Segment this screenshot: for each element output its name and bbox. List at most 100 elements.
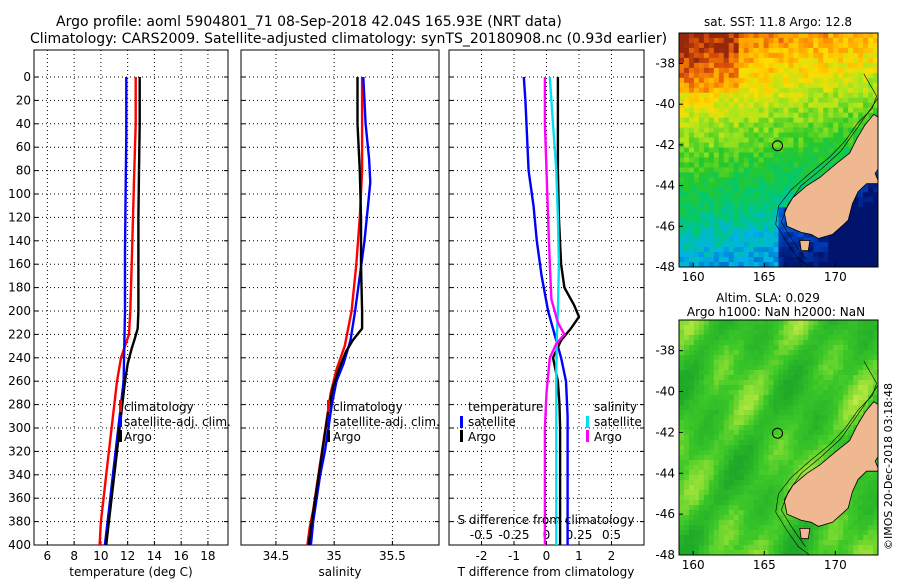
map-cell (788, 550, 795, 555)
map-cell (679, 395, 685, 401)
map-cell (808, 252, 814, 258)
map-cell (718, 425, 725, 431)
map-cell (868, 320, 874, 326)
map-cell (713, 57, 720, 64)
map-cell (868, 375, 874, 381)
map-cell (708, 440, 715, 446)
map-cell (873, 217, 878, 223)
map-cell (853, 510, 859, 516)
map-cell (778, 430, 785, 436)
map-cell (858, 500, 864, 506)
map-cell (728, 52, 735, 59)
map-cell (828, 57, 834, 64)
map-cell (683, 515, 690, 521)
map-cell (783, 430, 790, 436)
map-cell (733, 375, 740, 381)
map-cell (808, 545, 814, 551)
map-cell (828, 237, 834, 243)
map-cell (763, 82, 770, 89)
map-cell (853, 262, 859, 267)
map-cell (873, 33, 878, 39)
map-cell (838, 82, 844, 89)
map-cell (753, 390, 760, 396)
map-cell (798, 545, 804, 551)
map-cell (753, 400, 760, 406)
map-cell (718, 87, 725, 94)
map-cell (808, 395, 814, 401)
map-cell (868, 72, 874, 79)
map-cell (708, 67, 715, 74)
map-cell (703, 212, 710, 218)
map-cell (793, 52, 799, 59)
map-cell (773, 262, 780, 267)
map-cell (853, 257, 859, 263)
map-cell (853, 57, 859, 64)
map-cell (743, 177, 750, 183)
map-cell (763, 132, 770, 139)
map-cell (838, 435, 844, 441)
map-cell (753, 495, 760, 501)
map-cell (738, 127, 745, 134)
map-cell (708, 390, 715, 396)
map-cell (708, 97, 715, 104)
map-cell (708, 77, 715, 84)
map-cell (863, 360, 869, 366)
map-cell (693, 515, 700, 521)
map-cell (858, 77, 864, 84)
map-cell (683, 475, 690, 481)
map-cell (818, 72, 824, 79)
map-cell (813, 535, 819, 541)
map-cell (773, 237, 780, 243)
map-cell (708, 435, 715, 441)
map-cell (823, 242, 829, 248)
map-cell (793, 385, 799, 391)
map-cell (683, 37, 690, 44)
map-cell (873, 97, 878, 104)
map-cell (733, 330, 740, 336)
map-cell (713, 335, 720, 341)
map-cell (873, 505, 878, 511)
map-cell (713, 157, 720, 164)
map-cell (679, 550, 685, 555)
map-cell (773, 405, 780, 411)
map-cell (808, 335, 814, 341)
map-cell (723, 127, 730, 134)
map-cell (679, 87, 685, 94)
map-cell (813, 257, 819, 263)
map-cell (713, 92, 720, 99)
map-cell (778, 490, 785, 496)
map-cell (688, 455, 695, 461)
map-cell (788, 107, 795, 114)
map-cell (848, 72, 854, 79)
map-cell (833, 380, 839, 386)
map-cell (703, 425, 710, 431)
map-cell (738, 182, 745, 188)
map-cell (858, 217, 864, 223)
map-cell (743, 420, 750, 426)
map-cell (683, 480, 690, 486)
map-cell (803, 335, 809, 341)
land-stewart-island (799, 240, 811, 252)
map-cell (833, 47, 839, 54)
map-cell (783, 490, 790, 496)
map-cell (698, 335, 705, 341)
map-cell (693, 92, 700, 99)
map-cell (868, 475, 874, 481)
map-cell (838, 370, 844, 376)
map-cell (868, 325, 874, 331)
map-cell (708, 72, 715, 79)
map-cell (813, 440, 819, 446)
map-cell (748, 445, 755, 451)
map-cell (728, 142, 735, 149)
map-cell (753, 202, 760, 208)
map-cell (843, 152, 849, 159)
map-cell (838, 340, 844, 346)
map-cell (713, 340, 720, 346)
map-cell (798, 520, 804, 526)
map-cell (703, 325, 710, 331)
map-cell (783, 320, 790, 326)
map-cell (733, 525, 740, 531)
map-cell (778, 247, 785, 253)
map-cell (853, 197, 859, 203)
map-cell (868, 360, 874, 366)
